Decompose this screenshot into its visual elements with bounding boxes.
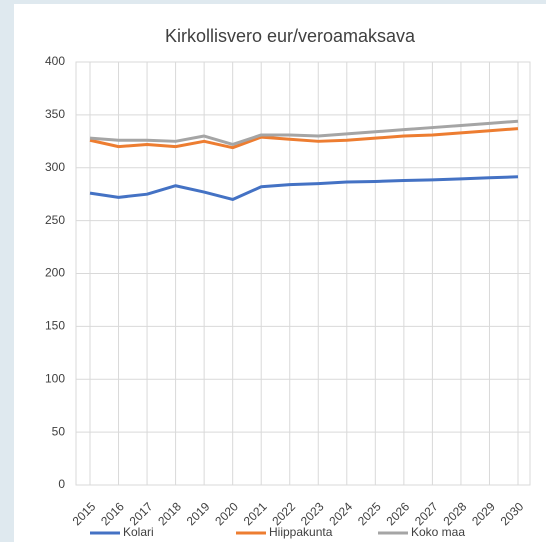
legend-label: Kolari: [123, 525, 154, 539]
legend-label: Hiippakunta: [269, 525, 333, 539]
y-tick-label: 250: [45, 213, 65, 227]
y-tick-label: 300: [45, 160, 65, 174]
y-tick-label: 0: [58, 477, 65, 491]
plot-border: [75, 61, 531, 486]
y-tick-label: 400: [45, 54, 65, 68]
legend-label: Koko maa: [411, 525, 465, 539]
y-tick-label: 150: [45, 319, 65, 333]
series-line: [89, 127, 519, 150]
series-line: [89, 175, 519, 201]
y-tick-label: 100: [45, 371, 65, 385]
y-tick-label: 350: [45, 107, 65, 121]
series-line: [89, 119, 519, 146]
chart-title: Kirkollisvero eur/veroamaksava: [165, 26, 416, 46]
y-tick-label: 50: [52, 424, 66, 438]
y-tick-label: 200: [45, 266, 65, 280]
